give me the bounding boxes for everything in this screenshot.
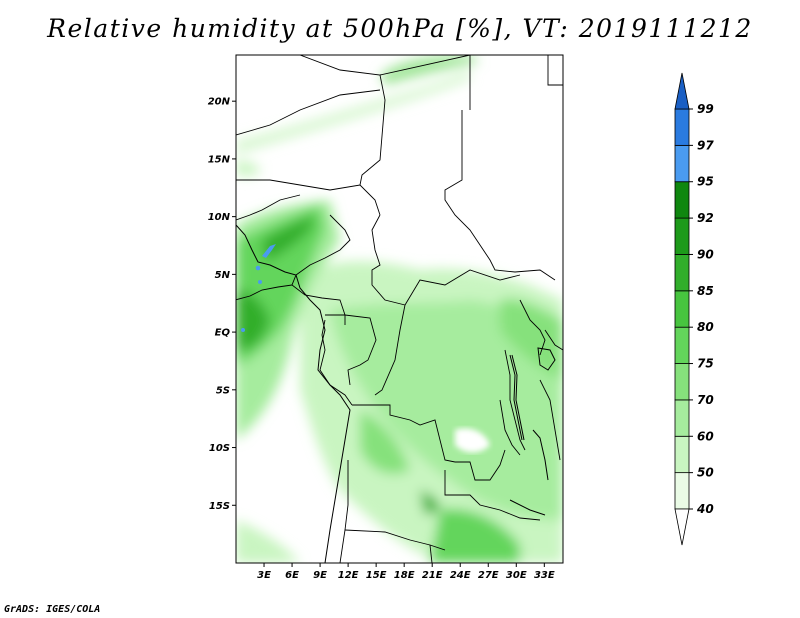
lat-tick-label: 5S [216,385,230,396]
lat-tick-label: 10N [208,212,231,223]
map-title: Relative humidity at 500hPa [%], VT: 201… [47,14,753,43]
colorbar-bin [674,399,690,437]
colorbar-bin [674,363,690,401]
colorbar-label: 85 [697,284,714,298]
colorbar-bin [674,254,690,292]
colorbar-bin [674,472,690,510]
lon-tick-label: 24E [450,570,471,581]
humidity-field [236,55,563,563]
lon-tick-label: 9E [313,570,327,581]
lat-tick-label: 5N [215,270,231,281]
lat-tick-label: 15S [209,501,230,512]
colorbar-bin [674,290,690,328]
colorbar-label: 40 [696,502,714,516]
coastline [236,224,351,563]
colorbar-label: 90 [697,247,714,261]
credit-text: GrADS: IGES/COLA [4,604,101,615]
colorbar: 40 50 60 70 75 80 85 90 92 95 97 99 [674,72,714,546]
lon-tick-label: 21E [422,570,443,581]
longitude-axis: 3E 6E 9E 12E 15E 18E 21E 24E 27E 30E 33E [257,563,555,581]
colorbar-bin [674,144,690,183]
colorbar-label: 60 [697,429,714,443]
colorbar-bin [674,108,690,146]
lon-tick-label: 18E [394,570,415,581]
colorbar-label: 75 [697,357,714,371]
lon-tick-label: 27E [478,570,499,581]
colorbar-label: 80 [697,320,714,334]
lakes [509,347,556,516]
lon-tick-label: 30E [506,570,527,581]
lat-tick-label: EQ [215,328,231,339]
latitude-axis: 20N 15N 10N 5N EQ 5S 10S 15S [208,97,236,512]
lat-tick-label: 15N [208,154,231,165]
colorbar-label: 50 [697,466,714,480]
country-borders [236,55,563,563]
colorbar-low-arrow [674,508,690,546]
lon-tick-label: 15E [366,570,387,581]
colorbar-high-arrow [674,72,690,110]
colorbar-bin [674,435,690,474]
lat-tick-label: 10S [209,443,230,454]
lon-tick-label: 3E [257,570,271,581]
map-frame [235,54,564,564]
lon-tick-label: 6E [285,570,299,581]
colorbar-label: 92 [697,211,714,225]
colorbar-label: 97 [697,138,714,152]
colorbar-label: 70 [697,393,714,407]
lat-tick-label: 20N [208,97,231,108]
colorbar-bin [674,326,690,364]
colorbar-bin [674,217,690,255]
colorbar-label: 99 [697,102,714,116]
colorbar-label: 95 [697,175,714,189]
lon-tick-label: 12E [338,570,359,581]
lon-tick-label: 33E [534,570,555,581]
colorbar-bin [674,181,690,219]
